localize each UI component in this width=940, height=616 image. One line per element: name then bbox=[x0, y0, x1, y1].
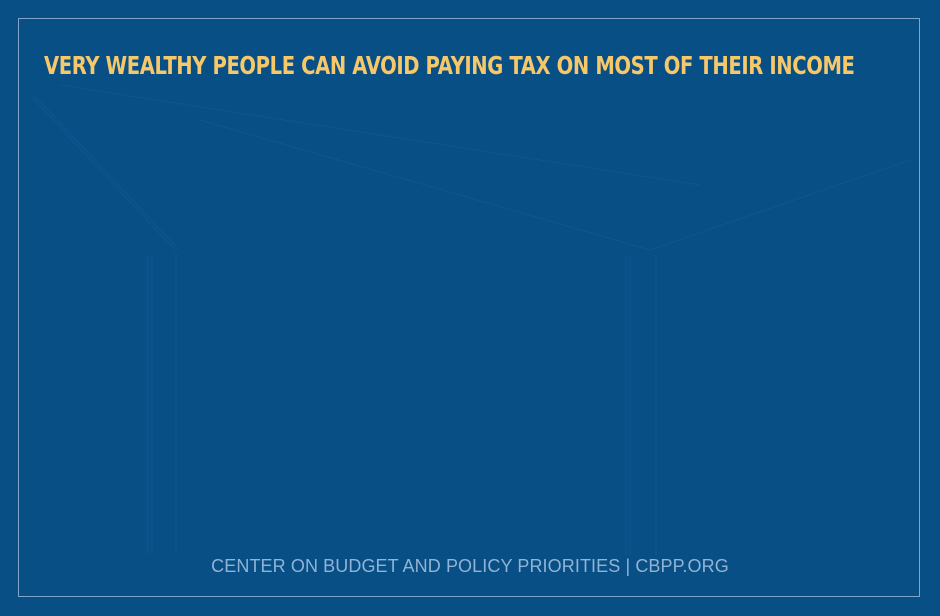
content-frame bbox=[18, 18, 920, 597]
headline-title: VERY WEALTHY PEOPLE CAN AVOID PAYING TAX… bbox=[44, 51, 855, 80]
footer-credit: CENTER ON BUDGET AND POLICY PRIORITIES |… bbox=[211, 556, 729, 576]
